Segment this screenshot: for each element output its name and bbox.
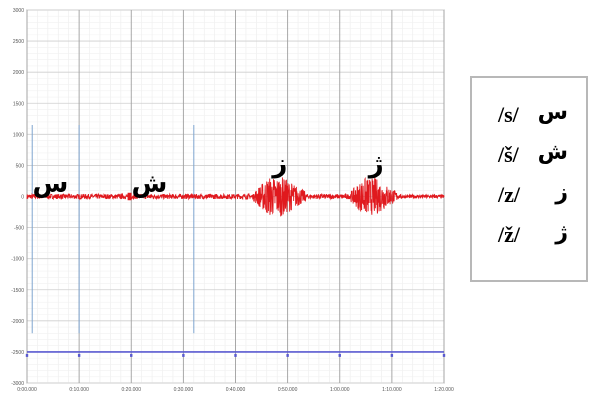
- selection-tick: [25, 353, 29, 357]
- selection-tick: [77, 353, 81, 357]
- x-tick-label: 0:00.000: [17, 387, 37, 393]
- selection-tick: [338, 353, 341, 357]
- region-label: ز: [270, 149, 287, 179]
- waveform-chart: 3000 2500 2000 1500 1000 500 0 -500 -1000 -1500 -2…: [11, 8, 454, 393]
- legend-ipa-zh: /ž/: [498, 222, 520, 247]
- selection-tick: [130, 353, 133, 357]
- legend-row-sh: /š/ ش: [472, 140, 586, 176]
- y-tick-label: -2500: [11, 350, 24, 356]
- y-tick-label: -1000: [11, 257, 24, 263]
- legend-arabic-zh: ژ: [555, 220, 568, 245]
- x-tick-label: 0:30.000: [174, 387, 194, 393]
- y-tick-label: -1500: [11, 288, 24, 294]
- legend-ipa-s: /s/: [498, 102, 519, 127]
- waveform-blip: [127, 192, 132, 201]
- x-tick-label: 1:00.000: [330, 387, 350, 393]
- legend-row-z: /z/ ز: [472, 180, 586, 216]
- y-tick-label: 1000: [13, 132, 24, 138]
- y-tick-label: 1500: [13, 101, 24, 107]
- region-label: ش: [132, 169, 168, 199]
- selection-tick: [286, 353, 289, 357]
- y-tick-label: 2000: [13, 70, 24, 76]
- legend-arabic-sh: ش: [537, 140, 568, 165]
- selection-tick: [442, 353, 446, 357]
- phoneme-legend: /s/ س /š/ ش /z/ ز /ž/ ژ: [470, 76, 588, 282]
- region-label: ژ: [367, 149, 384, 179]
- y-tick-label: 2500: [13, 39, 24, 45]
- y-tick-label: 500: [16, 163, 25, 169]
- legend-arabic-s: س: [537, 100, 568, 125]
- x-tick-label: 0:20.000: [122, 387, 142, 393]
- y-tick-label: -2000: [11, 319, 24, 325]
- x-tick-label: 1:10.000: [382, 387, 402, 393]
- legend-ipa-sh: /š/: [498, 142, 519, 167]
- y-tick-label: -500: [14, 226, 24, 232]
- legend-arabic-z: ز: [555, 180, 568, 205]
- selection-tick: [390, 353, 394, 357]
- waveform-series: [26, 176, 445, 217]
- x-tick-label: 1:20.000: [434, 387, 454, 393]
- region-label: س: [33, 169, 69, 199]
- selection-tick: [234, 353, 237, 357]
- legend-row-s: /s/ س: [472, 100, 586, 136]
- y-tick-label: 0: [21, 195, 24, 201]
- y-tick-label: 3000: [13, 8, 24, 14]
- x-tick-label: 0:40.000: [226, 387, 246, 393]
- selection-tick: [182, 353, 185, 357]
- x-tick-label: 0:10.000: [69, 387, 89, 393]
- y-tick-label: -3000: [11, 381, 24, 387]
- legend-ipa-z: /z/: [498, 182, 520, 207]
- legend-row-zh: /ž/ ژ: [472, 220, 586, 256]
- x-tick-label: 0:50.000: [278, 387, 298, 393]
